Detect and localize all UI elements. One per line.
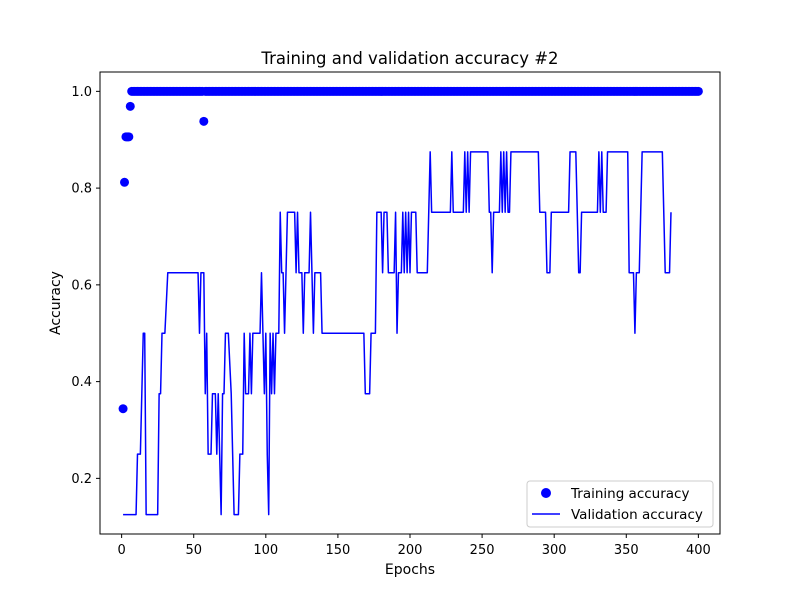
y-tick-label: 1.0 [71,85,92,100]
y-axis: 0.2 0.4 0.6 0.8 1.0 [71,85,100,487]
training-accuracy-point [124,132,134,142]
y-axis-label: Accuracy [48,271,64,335]
training-accuracy-point [125,101,135,111]
y-tick-label: 0.8 [71,182,92,197]
legend-label-training: Training accuracy [570,486,689,502]
x-tick-label: 350 [614,543,639,558]
x-tick-label: 150 [325,543,350,558]
legend: Training accuracy Validation accuracy [526,480,714,528]
legend-marker-training [541,488,551,498]
x-tick-label: 0 [117,543,125,558]
training-accuracy-point [199,116,209,126]
x-tick-label: 200 [398,543,423,558]
training-accuracy-point [693,86,703,96]
validation-accuracy-line [123,151,672,516]
x-tick-label: 250 [470,543,495,558]
x-tick-label: 400 [686,543,711,558]
x-axis-label: Epochs [385,562,435,578]
x-axis: 0 50 100 150 200 250 300 350 400 [117,534,711,558]
chart-title: Training and validation accuracy #2 [260,49,558,68]
plot-area [118,86,703,516]
y-tick-label: 0.6 [71,278,92,293]
x-tick-label: 100 [253,543,278,558]
y-tick-label: 0.4 [71,375,92,390]
x-tick-label: 50 [185,543,202,558]
legend-box [526,480,714,528]
x-tick-label: 300 [542,543,567,558]
training-accuracy-point [120,177,130,187]
legend-label-validation: Validation accuracy [571,507,703,523]
y-tick-label: 0.2 [71,472,92,487]
training-accuracy-point [118,404,128,414]
